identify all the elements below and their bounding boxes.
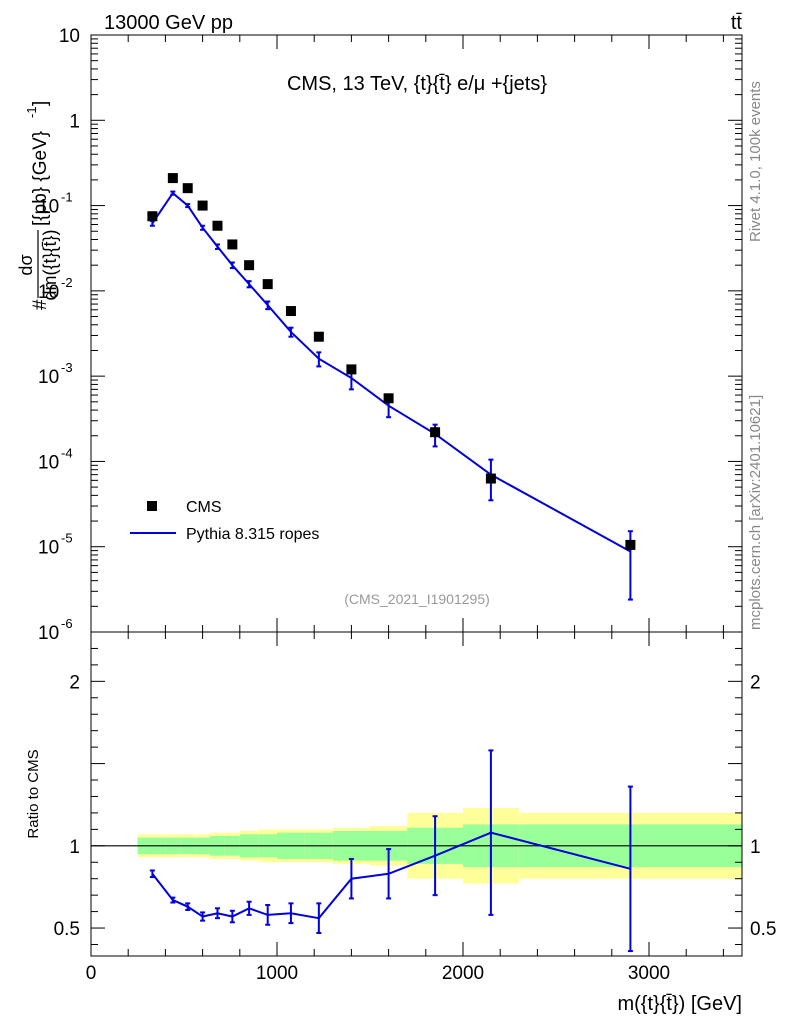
cms-data-point	[147, 211, 158, 222]
main-marks	[147, 173, 636, 601]
ratio-y-tick-label-left: 1	[69, 837, 80, 858]
ratio-y-label: Ratio to CMS	[25, 749, 42, 838]
cms-data-point	[182, 183, 193, 194]
legend-cms-marker	[147, 501, 157, 511]
y-tick-label: 1	[69, 111, 80, 132]
pythia-line	[151, 191, 631, 553]
y-tick-label-exponent: -2	[61, 275, 73, 290]
y-tick-label-base: 10	[38, 452, 59, 473]
y-label-hash: #	[30, 299, 51, 310]
cms-data-point	[383, 393, 394, 404]
y-tick-label-base: 10	[38, 197, 59, 218]
y-tick-label-base: 10	[38, 623, 59, 644]
y-tick-label: 10	[59, 26, 80, 47]
process-label: 13000 GeV pp	[104, 12, 233, 34]
ratio-y-tick-label-right: 1	[750, 837, 761, 858]
ratio-y-tick-label-right: 2	[750, 672, 761, 693]
cms-data-point	[197, 200, 208, 211]
cms-data-point	[244, 260, 255, 271]
y-label-denominator: dm({t}{t̄})	[40, 229, 60, 300]
x-axis-label: m({t}{t̄}) [GeV]	[617, 993, 742, 1015]
y-label-units: [{pb} {GeV}	[30, 131, 51, 226]
x-tick-label: 1000	[256, 963, 298, 984]
legend-cms-label: CMS	[186, 499, 222, 516]
y-label-close: ]	[30, 101, 51, 106]
x-tick-label: 3000	[628, 963, 670, 984]
ratio-y-tick-label-left: 2	[69, 672, 80, 693]
legend: CMS Pythia 8.315 ropes	[130, 499, 319, 543]
cms-data-point	[212, 220, 223, 231]
x-tick-label: 0	[86, 963, 97, 984]
ratio-panel: 0 1000 2000 3000 0.5 0.5 1 1 2 2 Ratio to CMS	[25, 631, 776, 984]
source-url-label: mcplots.cern.ch [arXiv:2401.10621]	[747, 395, 764, 630]
cms-data-point	[313, 331, 324, 342]
cms-data-point	[430, 427, 441, 438]
ratio-marks	[91, 749, 742, 953]
analysis-id: (CMS_2021_I1901295)	[344, 591, 490, 607]
y-tick-label-exponent: -1	[61, 190, 73, 205]
y-tick-label-exponent: -6	[61, 616, 73, 631]
cms-data-point	[167, 173, 178, 184]
x-tick-label: 2000	[442, 963, 484, 984]
cms-data-point	[227, 239, 238, 250]
y-tick-label-exponent: -5	[61, 531, 73, 546]
ratio-y-tick-label-left: 0.5	[54, 919, 80, 940]
cms-data-point	[262, 279, 273, 290]
y-tick-label-base: 10	[38, 282, 59, 303]
rivet-version-label: Rivet 4.1.0, 100k events	[747, 81, 764, 242]
y-tick-label-base: 10	[38, 538, 59, 559]
y-tick-label-exponent: -4	[61, 445, 73, 460]
cms-data-point	[625, 539, 636, 550]
ratio-frame	[90, 631, 743, 957]
cms-data-point	[285, 306, 296, 317]
legend-pythia-label: Pythia 8.315 ropes	[186, 526, 319, 543]
y-tick-label-base: 10	[38, 367, 59, 388]
ratio-ticks: 0 1000 2000 3000 0.5 0.5 1 1 2 2	[54, 632, 776, 984]
cms-data-point	[485, 473, 496, 484]
chart-title: CMS, 13 TeV, {t}{t̄} e/μ +{jets}	[287, 73, 547, 95]
y-label-numerator: dσ	[16, 254, 36, 275]
cms-data-point	[346, 364, 357, 375]
y-axis-label: # dσ dm({t}{t̄}) [{pb} {GeV} -1 ]	[16, 101, 60, 310]
y-label-exponent: -1	[24, 106, 39, 118]
ratio-y-tick-label-right: 0.5	[750, 919, 776, 940]
y-tick-label-exponent: -3	[61, 360, 73, 375]
observable-tag: tt̄	[731, 12, 743, 34]
